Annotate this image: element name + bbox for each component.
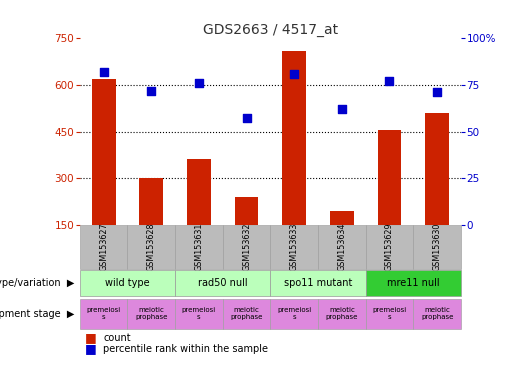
Bar	[270, 299, 318, 329]
Text: ■: ■	[85, 343, 97, 356]
Text: premeiosi
s: premeiosi s	[182, 307, 216, 320]
Bar	[80, 225, 128, 269]
Bar	[175, 299, 222, 329]
Text: GSM153631: GSM153631	[195, 223, 203, 271]
Bar	[282, 51, 306, 225]
Point	[338, 106, 346, 112]
Bar	[175, 270, 270, 296]
Bar	[318, 299, 366, 329]
Bar	[222, 299, 270, 329]
Text: GSM153630: GSM153630	[433, 223, 441, 271]
Text: percentile rank within the sample: percentile rank within the sample	[103, 344, 268, 354]
Bar	[235, 197, 259, 225]
Text: count: count	[103, 333, 131, 343]
Bar	[270, 225, 318, 269]
Text: rad50 null: rad50 null	[198, 278, 248, 288]
Text: premeiosi
s: premeiosi s	[372, 307, 407, 320]
Bar	[413, 299, 461, 329]
Bar	[140, 178, 163, 225]
Bar	[128, 299, 175, 329]
Bar	[187, 159, 211, 225]
Bar	[425, 113, 449, 225]
Bar	[222, 225, 270, 269]
Text: meiotic
prophase: meiotic prophase	[325, 307, 358, 320]
Point	[243, 116, 251, 122]
Bar	[175, 225, 222, 269]
Text: wild type: wild type	[105, 278, 150, 288]
Point	[290, 71, 298, 77]
Point	[433, 89, 441, 96]
Bar	[128, 225, 175, 269]
Bar	[270, 270, 366, 296]
Bar	[377, 130, 401, 225]
Text: premeiosi
s: premeiosi s	[87, 307, 121, 320]
Point	[99, 69, 108, 75]
Text: meiotic
prophase: meiotic prophase	[135, 307, 167, 320]
Text: GSM153628: GSM153628	[147, 222, 156, 271]
Bar	[366, 270, 461, 296]
Text: GSM153634: GSM153634	[337, 223, 346, 271]
Text: spo11 mutant: spo11 mutant	[284, 278, 352, 288]
Bar	[366, 299, 413, 329]
Text: ■: ■	[85, 331, 97, 344]
Bar	[92, 79, 115, 225]
Bar	[318, 225, 366, 269]
Title: GDS2663 / 4517_at: GDS2663 / 4517_at	[203, 23, 338, 37]
Bar	[80, 270, 175, 296]
Point	[147, 88, 156, 94]
Text: meiotic
prophase: meiotic prophase	[421, 307, 453, 320]
Text: genotype/variation  ▶: genotype/variation ▶	[0, 278, 75, 288]
Bar	[413, 225, 461, 269]
Text: GSM153627: GSM153627	[99, 222, 108, 271]
Point	[195, 80, 203, 86]
Bar	[330, 211, 354, 225]
Text: GSM153633: GSM153633	[290, 223, 299, 271]
Text: meiotic
prophase: meiotic prophase	[230, 307, 263, 320]
Bar	[366, 225, 413, 269]
Bar	[80, 299, 128, 329]
Text: mre11 null: mre11 null	[387, 278, 440, 288]
Text: premeiosi
s: premeiosi s	[277, 307, 312, 320]
Point	[385, 78, 393, 84]
Text: GSM153629: GSM153629	[385, 222, 394, 271]
Text: development stage  ▶: development stage ▶	[0, 309, 75, 319]
Text: GSM153632: GSM153632	[242, 222, 251, 271]
